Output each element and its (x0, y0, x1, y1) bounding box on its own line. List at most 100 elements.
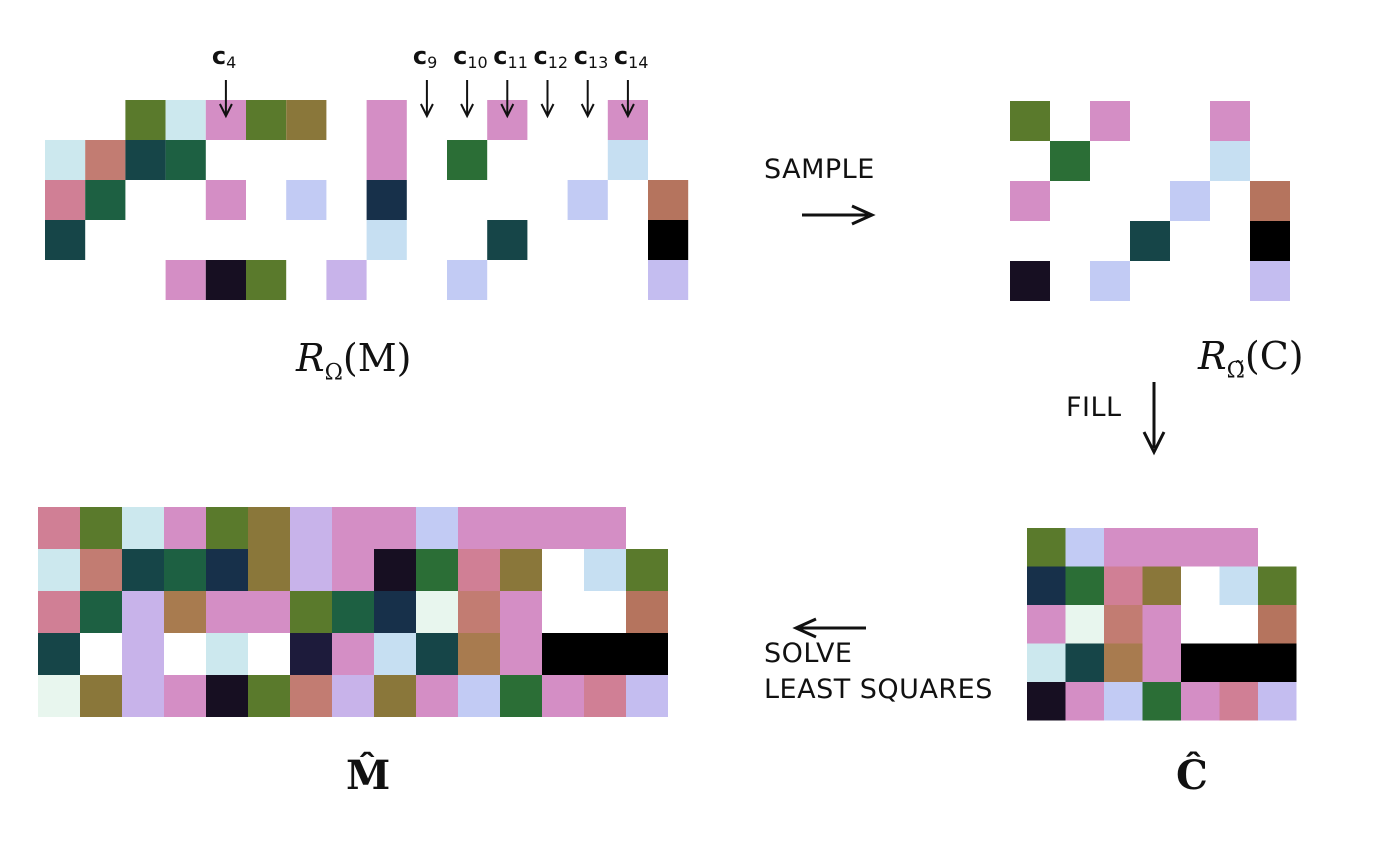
solve-arrow (792, 617, 866, 639)
c-hat-cell (1104, 682, 1143, 721)
m-hat-cell (248, 633, 290, 675)
matrix-m-hat (38, 507, 668, 717)
sampled-c-cell (1090, 101, 1130, 141)
m-hat-cell (206, 507, 248, 549)
observed-m-cell (205, 180, 246, 220)
c-hat-cell (1181, 682, 1220, 721)
m-hat-cell (374, 507, 416, 549)
sample-arrow (802, 204, 876, 226)
m-hat-cell (80, 633, 122, 675)
caption-m-hat: M̂ (346, 752, 391, 799)
observed-m-cell (607, 140, 648, 180)
m-hat-cell (164, 591, 206, 633)
c-hat-cell (1065, 605, 1104, 644)
c-hat-cell (1258, 682, 1297, 721)
column-label-c14: c14 (613, 42, 649, 72)
column-marker-arrow-head (621, 103, 635, 119)
m-hat-cell (542, 507, 584, 549)
m-hat-cell (416, 549, 458, 591)
sampled-c-cell (1210, 101, 1250, 141)
c-hat-cell (1181, 643, 1220, 682)
observed-m-cell (648, 180, 689, 220)
m-hat-cell (122, 675, 164, 717)
m-hat-cell (626, 549, 668, 591)
c-hat-cell (1104, 643, 1143, 682)
m-hat-cell (248, 675, 290, 717)
c-hat-cell (1142, 643, 1181, 682)
sample-label: SAMPLE (764, 154, 875, 185)
sampled-c-cell (1010, 181, 1050, 221)
caption-r-omegatilde-c: RΩ̃(C) (1198, 334, 1304, 384)
m-hat-cell (500, 591, 542, 633)
m-hat-cell (542, 591, 584, 633)
observed-m-cell (125, 100, 166, 140)
m-hat-cell (374, 549, 416, 591)
m-hat-cell (458, 507, 500, 549)
m-hat-cell (122, 633, 164, 675)
c-hat-cell (1065, 566, 1104, 605)
observed-m-cell (85, 140, 126, 180)
m-hat-cell (80, 549, 122, 591)
m-hat-cell (584, 507, 626, 549)
c-hat-cell (1219, 643, 1258, 682)
column-marker-arrow-head (420, 103, 434, 119)
c-hat-cell (1027, 682, 1066, 721)
column-marker-arrow-head (540, 103, 555, 119)
observed-m-cell (286, 180, 327, 220)
observed-m-cell (648, 260, 689, 300)
matrix-r-omegatilde-c (1010, 101, 1290, 301)
m-hat-cell (416, 591, 458, 633)
m-hat-cell (542, 633, 584, 675)
m-hat-cell (290, 549, 332, 591)
observed-m-cell (366, 140, 407, 180)
column-marker-arrow-head (219, 103, 233, 119)
m-hat-cell (542, 675, 584, 717)
c-hat-cell (1258, 566, 1297, 605)
column-marker-arrows (219, 80, 635, 119)
m-hat-cell (122, 507, 164, 549)
m-hat-cell (290, 507, 332, 549)
m-hat-cell (332, 507, 374, 549)
m-hat-cell (332, 633, 374, 675)
m-hat-cell (374, 591, 416, 633)
observed-m-cell (487, 220, 528, 260)
m-hat-cell (584, 549, 626, 591)
c-hat-cell (1027, 643, 1066, 682)
m-hat-cell (584, 675, 626, 717)
m-hat-cell (290, 633, 332, 675)
c-hat-cell (1219, 528, 1258, 567)
m-hat-cell (290, 591, 332, 633)
m-hat-cell (164, 633, 206, 675)
column-label-c13: c13 (573, 42, 609, 72)
m-hat-cell (38, 507, 80, 549)
caption-c-hat: Ĉ (1176, 752, 1208, 799)
m-hat-cell (248, 591, 290, 633)
c-hat-cell (1104, 528, 1143, 567)
caption-r-omega-m: RΩ(M) (296, 336, 412, 386)
m-hat-cell (290, 675, 332, 717)
m-hat-cell (416, 633, 458, 675)
sampled-c-cell (1250, 181, 1290, 221)
m-hat-cell (38, 549, 80, 591)
m-hat-cell (584, 633, 626, 675)
c-hat-cell (1142, 566, 1181, 605)
c-hat-cell (1027, 528, 1066, 567)
m-hat-cell (500, 549, 542, 591)
sampled-c-cell (1090, 261, 1130, 301)
observed-m-cell (567, 180, 608, 220)
m-hat-cell (332, 549, 374, 591)
m-hat-cell (416, 507, 458, 549)
c-hat-cell (1142, 528, 1181, 567)
c-hat-cell (1219, 605, 1258, 644)
c-hat-cell (1065, 528, 1104, 567)
m-hat-cell (374, 675, 416, 717)
c-hat-cell (1104, 605, 1143, 644)
observed-m-cell (165, 140, 206, 180)
column-label-c11: c11 (493, 42, 528, 72)
observed-m-cell (286, 100, 327, 140)
c-hat-cell (1219, 682, 1258, 721)
column-label-c10: c10 (453, 42, 488, 72)
m-hat-cell (458, 591, 500, 633)
matrix-c-hat (1027, 528, 1297, 721)
sampled-c-cell (1250, 261, 1290, 301)
